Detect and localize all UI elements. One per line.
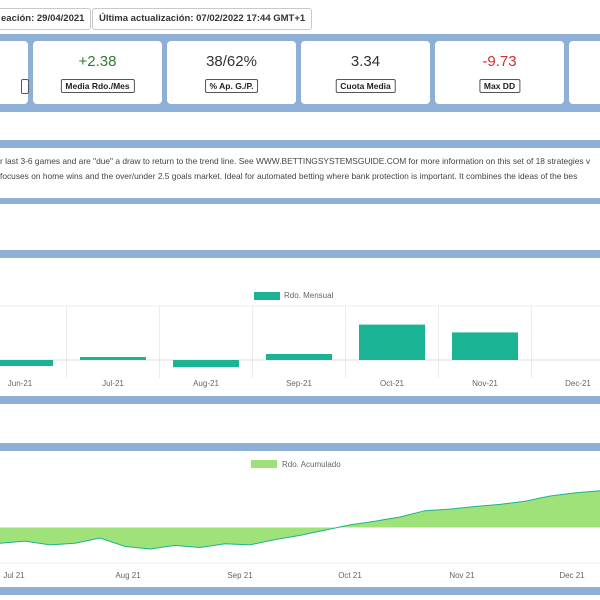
stat-card-partial-left [0,41,29,104]
stat-value: -9.73 [482,53,517,70]
description-line-2: focuses on home wins and the over/under … [0,171,578,181]
x-tick-label: Jul-21 [102,379,124,388]
x-tick-label: Aug-21 [193,379,219,388]
section-divider [0,250,600,258]
section-divider [0,443,600,451]
monthly-results-panel: Rdo. Mensual Jun-21 Jul-21 Aug-21 Sep-21 Oct… [0,258,600,396]
section-divider [0,396,600,404]
bar-Sep-21 [266,354,332,360]
bar-Aug-21 [173,360,239,368]
stat-card-cuota-media: 3.34 Cuota Media [301,41,430,104]
bar-Nov-21 [452,332,518,360]
description-line-1: r last 3-6 games and are "due" a draw to… [0,156,591,166]
x-tick-label: Sep 21 [227,571,253,580]
stat-label: Max DD [478,79,521,93]
stat-label-partial [21,79,29,94]
x-tick-label: Dec-21 [565,379,591,388]
bar-Jul-21 [80,357,146,360]
cumulative-results-chart: Jul 21 Aug 21 Sep 21 Oct 21 Nov 21 Dec 21 [0,490,600,580]
last-update-badge: Última actualización: 07/02/2022 17:44 G… [92,8,313,30]
stat-label: Media Rdo./Mes [60,79,135,93]
bar-Oct-21 [359,324,425,360]
cumulative-area [0,490,600,550]
x-tick-label: Nov-21 [472,379,498,388]
x-tick-label: Jul 21 [3,571,25,580]
x-tick-label: Nov 21 [449,571,475,580]
x-tick-label: Jun-21 [8,379,33,388]
section-divider [0,198,600,204]
x-tick-label: Sep-21 [286,379,312,388]
x-tick-label: Oct 21 [338,571,362,580]
stat-card-ap-gp: 38/62% % Ap. G./P. [167,41,296,104]
legend-label-cumulative: Rdo. Acumulado [282,460,341,469]
stat-value: 3.34 [350,53,381,70]
x-tick-label: Dec 21 [559,571,585,580]
monthly-results-chart: Jun-21 Jul-21 Aug-21 Sep-21 Oct-21 Nov-21 Dec-… [0,305,600,388]
x-tick-label: Oct-21 [380,379,405,388]
x-tick-label: Aug 21 [115,571,141,580]
stat-label: % Ap. G./P. [204,79,259,93]
cumulative-results-panel: Rdo. Acumulado Jul 21 Aug 21 Sep 21 Oct 21 N… [0,451,600,587]
creation-date-badge: eación: 29/04/2021 [0,8,92,30]
bar-Jun-21 [0,360,53,366]
stat-card-max-dd: -9.73 Max DD [435,41,564,104]
stat-value: 38/62% [206,53,257,70]
stat-card-partial-right [569,41,600,104]
stat-card-media-rdo: +2.38 Media Rdo./Mes [33,41,162,104]
section-divider [0,587,600,595]
stat-value: +2.38 [78,53,117,70]
legend-swatch-cumulative [251,460,277,468]
legend-swatch-monthly [254,292,280,300]
legend-label-monthly: Rdo. Mensual [284,291,334,300]
description-box: r last 3-6 games and are "due" a draw to… [0,148,600,198]
stat-label: Cuota Media [335,79,396,93]
cumulative-line [0,490,600,550]
section-divider [0,140,600,148]
